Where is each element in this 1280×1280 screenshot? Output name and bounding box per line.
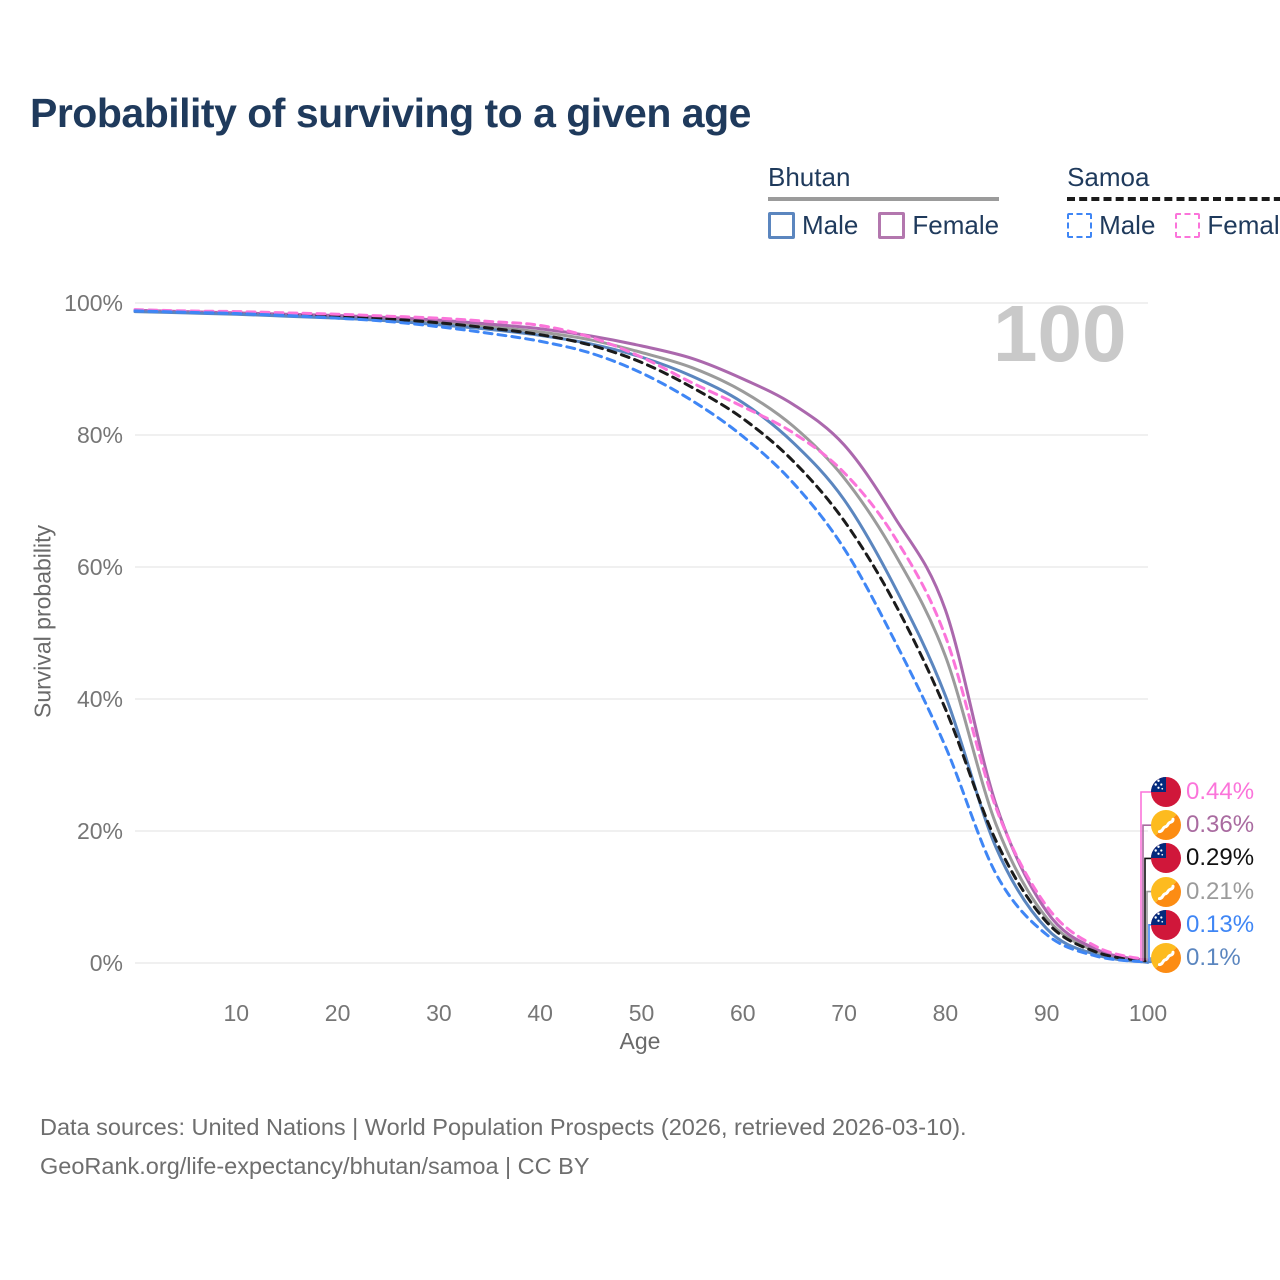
x-tick-label: 40 bbox=[527, 1000, 553, 1026]
legend-group-samoa: Samoa Male Female bbox=[1067, 162, 1280, 241]
legend-item-bhutan-male[interactable]: Male bbox=[768, 210, 858, 241]
legend-item-samoa-female[interactable]: Female bbox=[1175, 210, 1280, 241]
x-tick-label: 70 bbox=[831, 1000, 857, 1026]
data-sources-footer: Data sources: United Nations | World Pop… bbox=[40, 1108, 967, 1186]
y-tick-label: 60% bbox=[76, 554, 123, 580]
samoa-flag-icon bbox=[1151, 777, 1181, 807]
bhutan-flag-icon bbox=[1151, 876, 1181, 907]
x-tick-label: 60 bbox=[730, 1000, 756, 1026]
end-label-samoa-male: 0.13% bbox=[1151, 909, 1255, 940]
samoa-flag-icon bbox=[1151, 843, 1181, 874]
bhutan-flag-icon bbox=[1151, 943, 1181, 973]
series-bhutan-female[interactable] bbox=[133, 308, 1150, 963]
end-label-connector bbox=[1144, 857, 1152, 962]
end-label-value: 0.44% bbox=[1186, 778, 1255, 805]
y-tick-label: 40% bbox=[76, 686, 123, 712]
x-tick-label: 80 bbox=[932, 1000, 959, 1026]
x-tick-label: 30 bbox=[426, 1000, 452, 1026]
legend-country-samoa[interactable]: Samoa bbox=[1067, 162, 1280, 201]
end-label-samoa-female: 0.44% bbox=[1151, 777, 1254, 807]
end-label-value: 0.36% bbox=[1186, 811, 1255, 839]
end-label-value: 0.29% bbox=[1186, 844, 1255, 872]
legend-group-bhutan: Bhutan Male Female bbox=[768, 162, 1000, 241]
samoa-female-swatch bbox=[1175, 213, 1201, 238]
end-label-connector bbox=[1146, 890, 1152, 962]
legend-item-label: Female bbox=[1207, 210, 1280, 240]
footer-line1: Data sources: United Nations | World Pop… bbox=[40, 1114, 967, 1140]
bhutan-male-swatch bbox=[768, 212, 795, 239]
y-tick-label: 100% bbox=[64, 290, 123, 316]
legend-country-bhutan[interactable]: Bhutan bbox=[768, 162, 1000, 201]
y-tick-label: 20% bbox=[76, 818, 123, 844]
samoa-flag-icon bbox=[1151, 909, 1181, 940]
end-label-value: 0.13% bbox=[1186, 910, 1255, 938]
x-tick-label: 100 bbox=[1128, 1000, 1168, 1026]
legend-item-label: Female bbox=[912, 210, 1000, 240]
y-tick-label: 0% bbox=[89, 950, 123, 976]
bhutan-female-swatch bbox=[878, 212, 906, 239]
legend-item-bhutan-female[interactable]: Female bbox=[878, 210, 999, 241]
end-label-bhutan-male: 0.1% bbox=[1151, 943, 1241, 973]
legend: Bhutan Male Female Samoa bbox=[768, 162, 1280, 241]
legend-country-label-bhutan: Bhutan bbox=[768, 162, 851, 192]
end-label-bhutan-both: 0.21% bbox=[1151, 876, 1255, 907]
x-tick-label: 20 bbox=[324, 1000, 351, 1026]
samoa-male-swatch bbox=[1067, 213, 1093, 238]
legend-country-label-samoa: Samoa bbox=[1067, 162, 1150, 192]
x-tick-label: 50 bbox=[628, 1000, 655, 1026]
series-bhutan[interactable] bbox=[133, 309, 1150, 964]
y-tick-label: 80% bbox=[76, 422, 123, 448]
bhutan-solid-line-swatch bbox=[768, 197, 1000, 201]
legend-item-samoa-male[interactable]: Male bbox=[1067, 210, 1155, 241]
end-label-value: 0.21% bbox=[1186, 877, 1255, 905]
series-samoa-male[interactable] bbox=[133, 309, 1150, 964]
series-bhutan-male[interactable] bbox=[133, 310, 1150, 964]
series-samoa[interactable] bbox=[133, 308, 1150, 963]
legend-item-label: Male bbox=[1099, 210, 1156, 240]
bhutan-flag-icon bbox=[1151, 810, 1181, 841]
watermark-age-100: 100 bbox=[993, 289, 1127, 378]
legend-item-label: Male bbox=[802, 210, 859, 240]
x-axis-title: Age bbox=[619, 1028, 661, 1054]
end-label-samoa-both: 0.29% bbox=[1151, 843, 1255, 874]
samoa-dashed-line-swatch bbox=[1067, 197, 1280, 201]
x-tick-label: 10 bbox=[223, 1000, 250, 1026]
x-tick-label: 90 bbox=[1033, 1000, 1060, 1026]
end-label-value: 0.1% bbox=[1186, 944, 1241, 971]
series-samoa-female[interactable] bbox=[133, 308, 1150, 962]
page-title: Probability of surviving to a given age bbox=[30, 90, 751, 136]
end-label-bhutan-female: 0.36% bbox=[1151, 810, 1255, 841]
footer-line2: GeoRank.org/life-expectancy/bhutan/samoa… bbox=[40, 1153, 590, 1179]
